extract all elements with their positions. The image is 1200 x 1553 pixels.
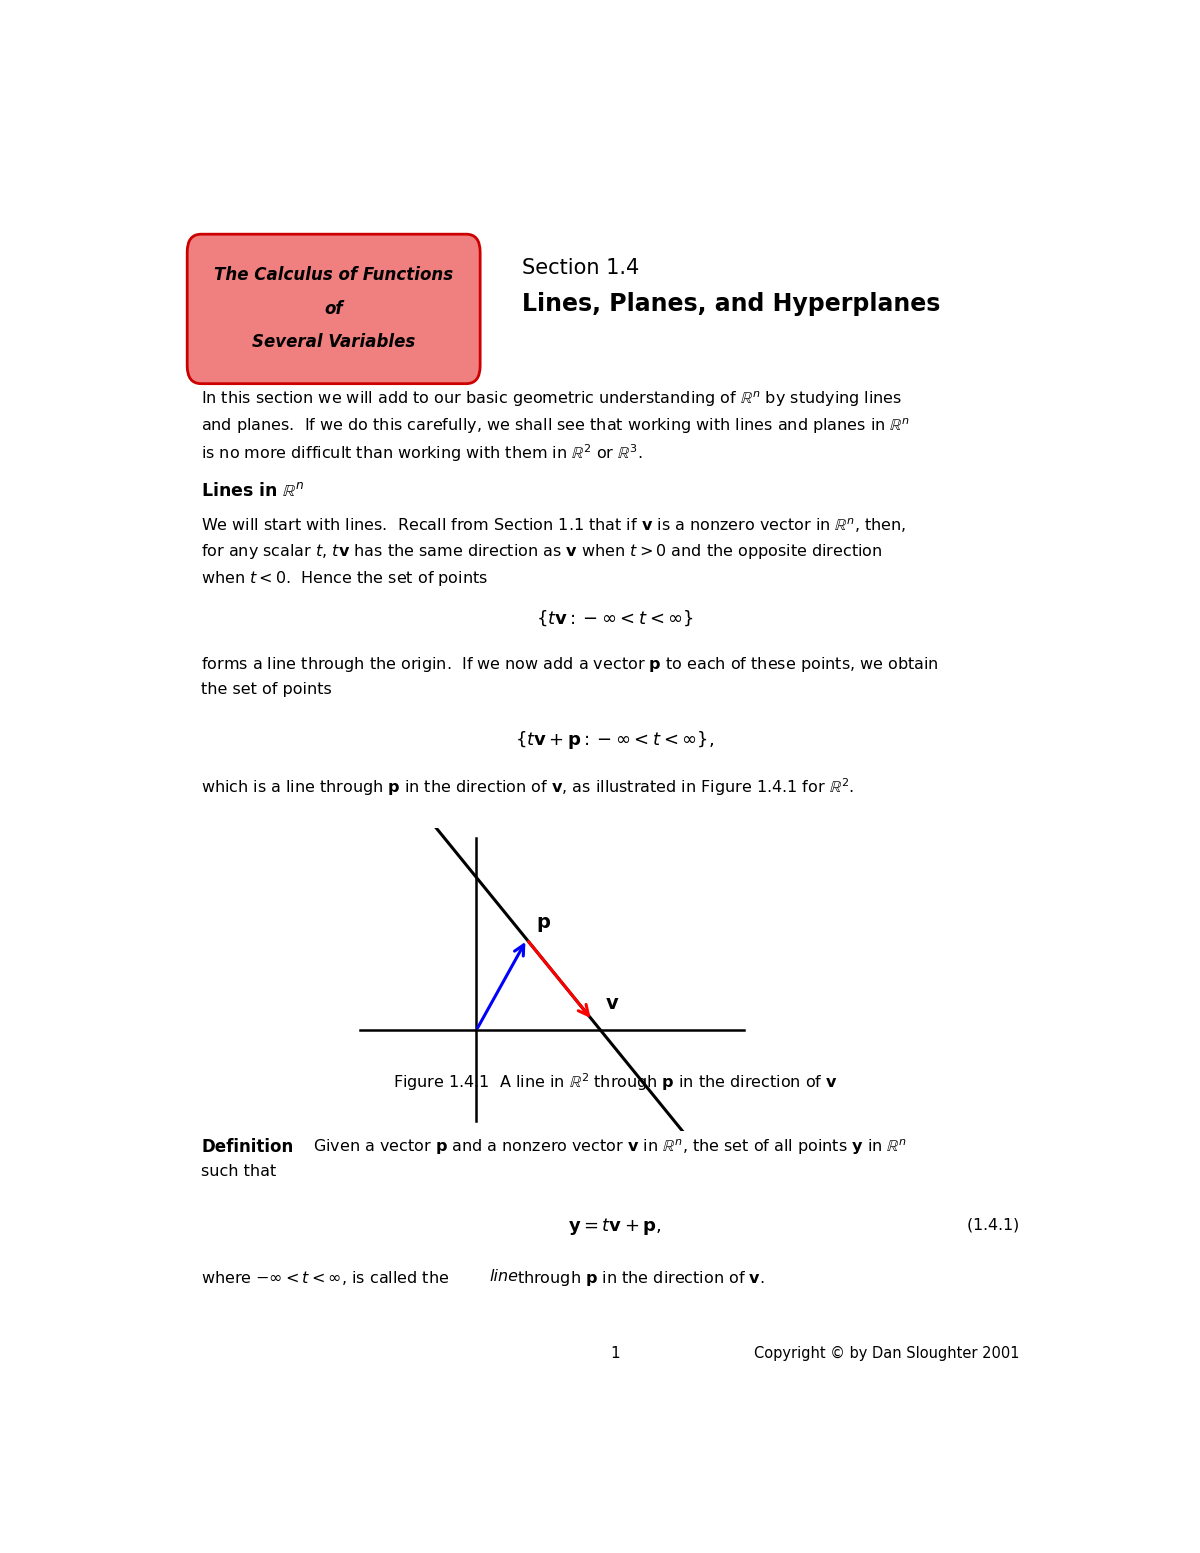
Text: $(1.4.1)$: $(1.4.1)$ [966, 1216, 1020, 1235]
Text: such that: such that [202, 1163, 276, 1179]
Text: Lines, Planes, and Hyperplanes: Lines, Planes, and Hyperplanes [522, 292, 941, 315]
Text: $\mathbf{v}$: $\mathbf{v}$ [605, 994, 619, 1013]
Text: Definition: Definition [202, 1137, 293, 1155]
Text: which is a line through $\mathbf{p}$ in the direction of $\mathbf{v}$, as illust: which is a line through $\mathbf{p}$ in … [202, 776, 854, 798]
Text: the set of points: the set of points [202, 682, 332, 697]
Text: Figure 1.4.1  A line in $\mathbb{R}^2$ through $\mathbf{p}$ in the direction of : Figure 1.4.1 A line in $\mathbb{R}^2$ th… [392, 1072, 838, 1093]
Text: of: of [324, 300, 343, 318]
Text: The Calculus of Functions: The Calculus of Functions [214, 267, 454, 284]
Text: $\mathbf{y} = t\mathbf{v} + \mathbf{p},$: $\mathbf{y} = t\mathbf{v} + \mathbf{p},$ [568, 1216, 662, 1238]
Text: Given a vector $\mathbf{p}$ and a nonzero vector $\mathbf{v}$ in $\mathbb{R}^n$,: Given a vector $\mathbf{p}$ and a nonzer… [313, 1137, 907, 1157]
Text: through $\mathbf{p}$ in the direction of $\mathbf{v}$.: through $\mathbf{p}$ in the direction of… [517, 1269, 766, 1287]
Text: Copyright © by Dan Sloughter 2001: Copyright © by Dan Sloughter 2001 [754, 1345, 1020, 1360]
Text: when $t < 0$.  Hence the set of points: when $t < 0$. Hence the set of points [202, 568, 488, 587]
Text: $\{t\mathbf{v} : -\infty < t < \infty\}$: $\{t\mathbf{v} : -\infty < t < \infty\}$ [536, 609, 694, 627]
Text: We will start with lines.  Recall from Section 1.1 that if $\mathbf{v}$ is a non: We will start with lines. Recall from Se… [202, 516, 906, 534]
FancyBboxPatch shape [187, 235, 480, 384]
Text: is no more difficult than working with them in $\mathbb{R}^2$ or $\mathbb{R}^3$.: is no more difficult than working with t… [202, 443, 643, 464]
Text: $\mathbf{p}$: $\mathbf{p}$ [536, 915, 551, 935]
Text: Several Variables: Several Variables [252, 334, 415, 351]
Text: 1: 1 [610, 1345, 620, 1360]
Text: Section 1.4: Section 1.4 [522, 258, 640, 278]
Text: Lines in $\mathbb{R}^n$: Lines in $\mathbb{R}^n$ [202, 481, 305, 500]
Text: where $-\infty < t < \infty$, is called the: where $-\infty < t < \infty$, is called … [202, 1269, 450, 1287]
Text: $\{t\mathbf{v} + \mathbf{p} : -\infty < t < \infty\},$: $\{t\mathbf{v} + \mathbf{p} : -\infty < … [516, 728, 714, 752]
Text: line: line [490, 1269, 518, 1284]
Text: In this section we will add to our basic geometric understanding of $\mathbb{R}^: In this section we will add to our basic… [202, 390, 902, 410]
Text: for any scalar $t$, $t\mathbf{v}$ has the same direction as $\mathbf{v}$ when $t: for any scalar $t$, $t\mathbf{v}$ has th… [202, 542, 882, 561]
Text: and planes.  If we do this carefully, we shall see that working with lines and p: and planes. If we do this carefully, we … [202, 416, 911, 435]
Text: forms a line through the origin.  If we now add a vector $\mathbf{p}$ to each of: forms a line through the origin. If we n… [202, 655, 940, 674]
